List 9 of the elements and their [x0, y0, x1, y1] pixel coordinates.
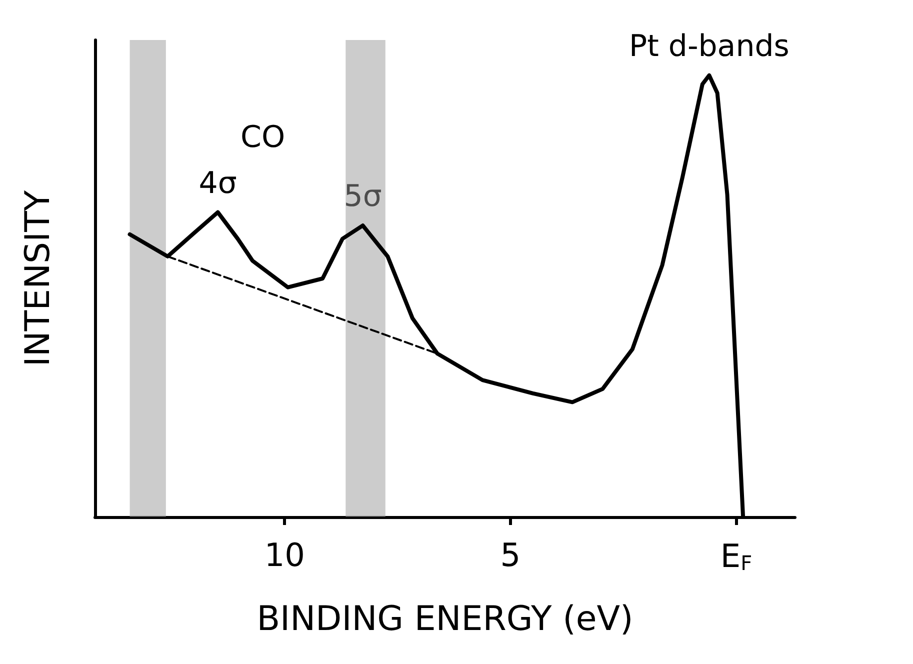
y-axis-title: INTENSITY: [18, 190, 58, 367]
x-axis-title: BINDING ENERGY (eV): [256, 599, 634, 639]
x-tick-label: 5: [500, 536, 521, 574]
annotation: 5σ: [344, 179, 382, 214]
x-tick-label: EF: [720, 537, 752, 575]
annotation: 4σ: [198, 166, 237, 201]
annotation: Pt d-bands: [629, 28, 790, 64]
annotation: CO: [240, 120, 286, 155]
x-tick-label: 10: [264, 536, 306, 574]
